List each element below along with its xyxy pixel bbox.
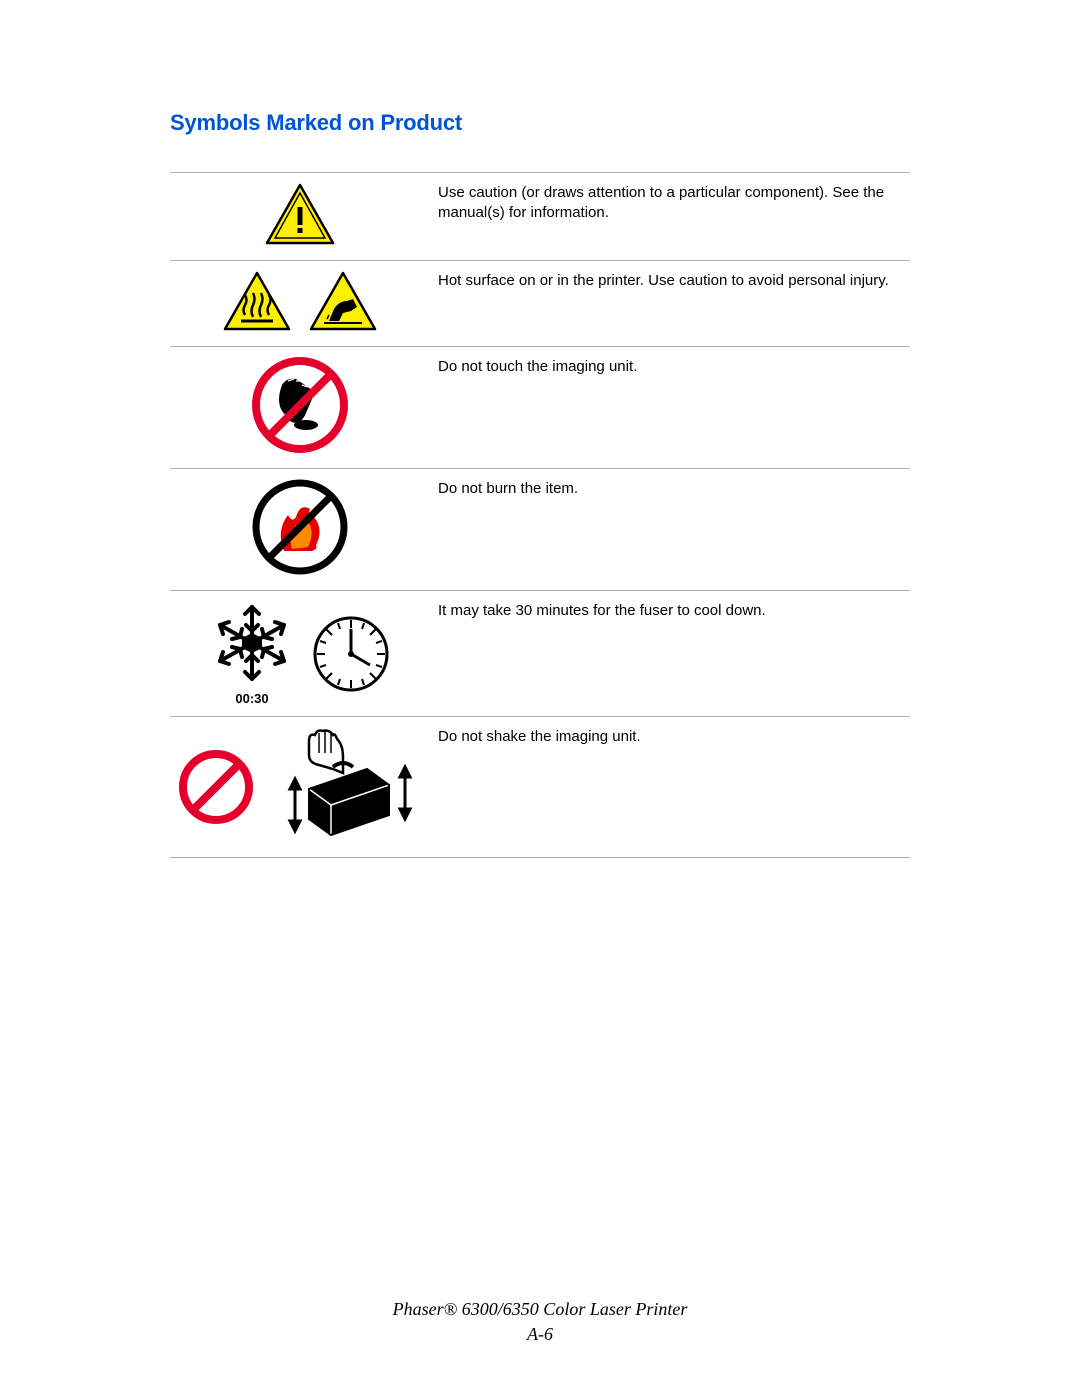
table-row: Do not touch the imaging unit.	[170, 347, 910, 469]
no-touch-icon	[252, 357, 348, 453]
cool-down-time: 00:30	[235, 691, 268, 706]
caution-icon	[265, 183, 335, 245]
symbol-description: Hot surface on or in the printer. Use ca…	[430, 261, 910, 347]
table-row: Do not shake the imaging unit.	[170, 717, 910, 858]
table-row: Do not burn the item.	[170, 469, 910, 591]
footer-product: Phaser® 6300/6350 Color Laser Printer	[0, 1297, 1080, 1322]
page-footer: Phaser® 6300/6350 Color Laser Printer A-…	[0, 1297, 1080, 1347]
hot-surface-icon	[223, 271, 377, 331]
symbol-description: Use caution (or draws attention to a par…	[430, 173, 910, 261]
no-shake-icon	[179, 727, 421, 847]
symbol-description: It may take 30 minutes for the fuser to …	[430, 591, 910, 717]
cool-down-icon: 00:30	[210, 601, 390, 706]
symbol-description: Do not touch the imaging unit.	[430, 347, 910, 469]
table-row: Hot surface on or in the printer. Use ca…	[170, 261, 910, 347]
symbol-table: Use caution (or draws attention to a par…	[170, 172, 910, 858]
table-row: 00:30	[170, 591, 910, 717]
symbol-description: Do not shake the imaging unit.	[430, 717, 910, 858]
footer-page-number: A-6	[0, 1322, 1080, 1347]
section-title: Symbols Marked on Product	[170, 110, 910, 136]
table-row: Use caution (or draws attention to a par…	[170, 173, 910, 261]
no-burn-icon	[252, 479, 348, 575]
symbol-description: Do not burn the item.	[430, 469, 910, 591]
